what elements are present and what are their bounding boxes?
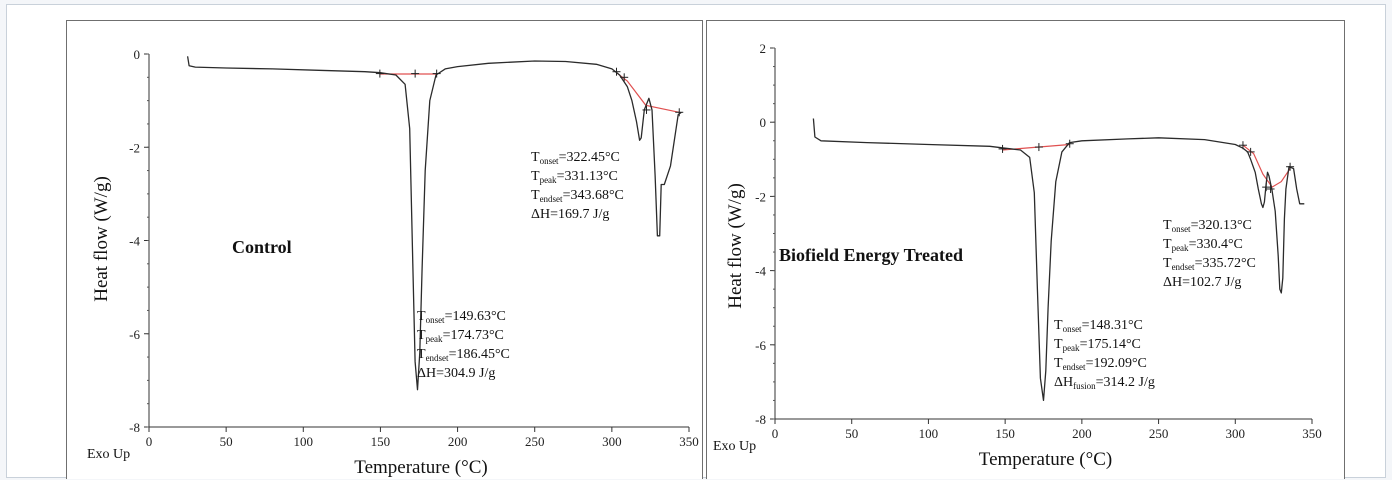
y-tick-label: -6 bbox=[755, 338, 766, 353]
x-tick-label: 100 bbox=[294, 434, 314, 449]
y-axis-title: Heat flow (W/g) bbox=[725, 183, 746, 309]
annotation-line: Tpeak=174.73°C bbox=[417, 328, 504, 344]
x-tick-label: 0 bbox=[146, 434, 153, 449]
y-tick-label: 0 bbox=[134, 47, 141, 62]
x-tick-label: 0 bbox=[772, 426, 779, 441]
x-tick-label: 50 bbox=[220, 434, 233, 449]
y-tick-label: -2 bbox=[129, 140, 140, 155]
y-tick-label: -8 bbox=[755, 412, 766, 427]
heat-flow-curve bbox=[812, 118, 1305, 402]
x-axis-title: Temperature (°C) bbox=[354, 457, 487, 478]
onset-endset-marker bbox=[432, 69, 441, 78]
dsc-panel-treated: 0 50 100 150 200 250 300 350 2 0 -2 -4 -6 -8 Temperatu… bbox=[706, 20, 1345, 479]
onset-endset-marker bbox=[1238, 141, 1247, 150]
annotation-line: Tpeak=330.4°C bbox=[1163, 237, 1243, 253]
sample-label: Biofield Energy Treated bbox=[779, 245, 963, 265]
annotation-line: ΔH=102.7 J/g bbox=[1163, 275, 1241, 290]
x-tick-label: 50 bbox=[845, 426, 858, 441]
sample-label: Control bbox=[232, 237, 292, 257]
y-tick-label: -8 bbox=[129, 420, 140, 435]
y-tick-label: -4 bbox=[755, 264, 766, 279]
peak-annotation: Tonset=322.45°C Tpeak=331.13°C Tendset=343… bbox=[531, 150, 624, 222]
annotation-line: Tendset=343.68°C bbox=[531, 188, 624, 204]
y-tick-label: -6 bbox=[129, 327, 140, 342]
onset-endset-marker bbox=[998, 144, 1007, 153]
x-tick-label: 350 bbox=[1302, 426, 1322, 441]
dsc-chart-treated: 0 50 100 150 200 250 300 350 2 0 -2 -4 -6 -8 Temperatu… bbox=[713, 41, 1322, 470]
y-tick-label: -2 bbox=[755, 189, 766, 204]
annotation-line: Tonset=149.63°C bbox=[417, 309, 506, 325]
onset-endset-marker bbox=[1266, 184, 1275, 193]
x-tick-label: 150 bbox=[995, 426, 1015, 441]
x-axis-title: Temperature (°C) bbox=[979, 449, 1112, 470]
onset-endset-marker bbox=[1034, 143, 1043, 152]
x-tick-label: 200 bbox=[448, 434, 468, 449]
onset-endset-marker bbox=[1286, 162, 1295, 171]
exo-up-label: Exo Up bbox=[713, 439, 756, 454]
y-tick-label: 2 bbox=[760, 41, 767, 56]
x-tick-label: 200 bbox=[1072, 426, 1092, 441]
heat-flow-curve bbox=[186, 56, 682, 391]
x-tick-label: 250 bbox=[525, 434, 545, 449]
onset-endset-marker bbox=[675, 108, 684, 117]
integration-baseline bbox=[616, 72, 680, 113]
annotation-line: Tpeak=175.14°C bbox=[1054, 337, 1141, 353]
x-tick-label: 150 bbox=[371, 434, 391, 449]
annotation-line: ΔHfusion=314.2 J/g bbox=[1054, 375, 1155, 391]
onset-endset-marker bbox=[1065, 139, 1074, 148]
x-tick-label: 250 bbox=[1149, 426, 1169, 441]
onset-endset-marker bbox=[642, 105, 651, 114]
onset-endset-marker bbox=[411, 69, 420, 78]
y-tick-label: 0 bbox=[760, 115, 767, 130]
y-tick-label: -4 bbox=[129, 234, 140, 249]
annotation-line: Tpeak=331.13°C bbox=[531, 169, 618, 185]
peak-annotation: Tonset=320.13°C Tpeak=330.4°C Tendset=335.… bbox=[1163, 218, 1256, 290]
peak-annotation: Tonset=148.31°C Tpeak=175.14°C Tendset=192… bbox=[1054, 318, 1155, 391]
annotation-line: Tonset=322.45°C bbox=[531, 150, 620, 166]
x-tick-label: 100 bbox=[919, 426, 939, 441]
x-tick-label: 300 bbox=[1226, 426, 1246, 441]
annotation-line: Tonset=320.13°C bbox=[1163, 218, 1252, 234]
onset-endset-marker bbox=[612, 67, 621, 76]
onset-endset-marker bbox=[620, 73, 629, 82]
annotation-line: Tendset=335.72°C bbox=[1163, 256, 1256, 272]
x-tick-label: 350 bbox=[679, 434, 699, 449]
x-tick-label: 300 bbox=[602, 434, 622, 449]
annotation-line: ΔH=304.9 J/g bbox=[417, 366, 495, 381]
onset-endset-marker bbox=[1246, 147, 1255, 156]
exo-up-label: Exo Up bbox=[87, 447, 130, 462]
dsc-chart-control: 0 50 100 150 200 250 300 350 0 -2 -4 -6 -8 Temperatur… bbox=[87, 47, 699, 478]
annotation-line: ΔH=169.7 J/g bbox=[531, 207, 609, 222]
onset-endset-marker bbox=[375, 69, 384, 78]
y-axis-title: Heat flow (W/g) bbox=[91, 176, 112, 302]
peak-annotation: Tonset=149.63°C Tpeak=174.73°C Tendset=186… bbox=[417, 309, 510, 381]
dsc-panel-control: 0 50 100 150 200 250 300 350 0 -2 -4 -6 -8 Temperatur… bbox=[66, 20, 703, 479]
annotation-line: Tendset=192.09°C bbox=[1054, 356, 1147, 372]
onset-endset-marker bbox=[1262, 183, 1271, 192]
annotation-line: Tendset=186.45°C bbox=[417, 347, 510, 363]
annotation-line: Tonset=148.31°C bbox=[1054, 318, 1143, 334]
